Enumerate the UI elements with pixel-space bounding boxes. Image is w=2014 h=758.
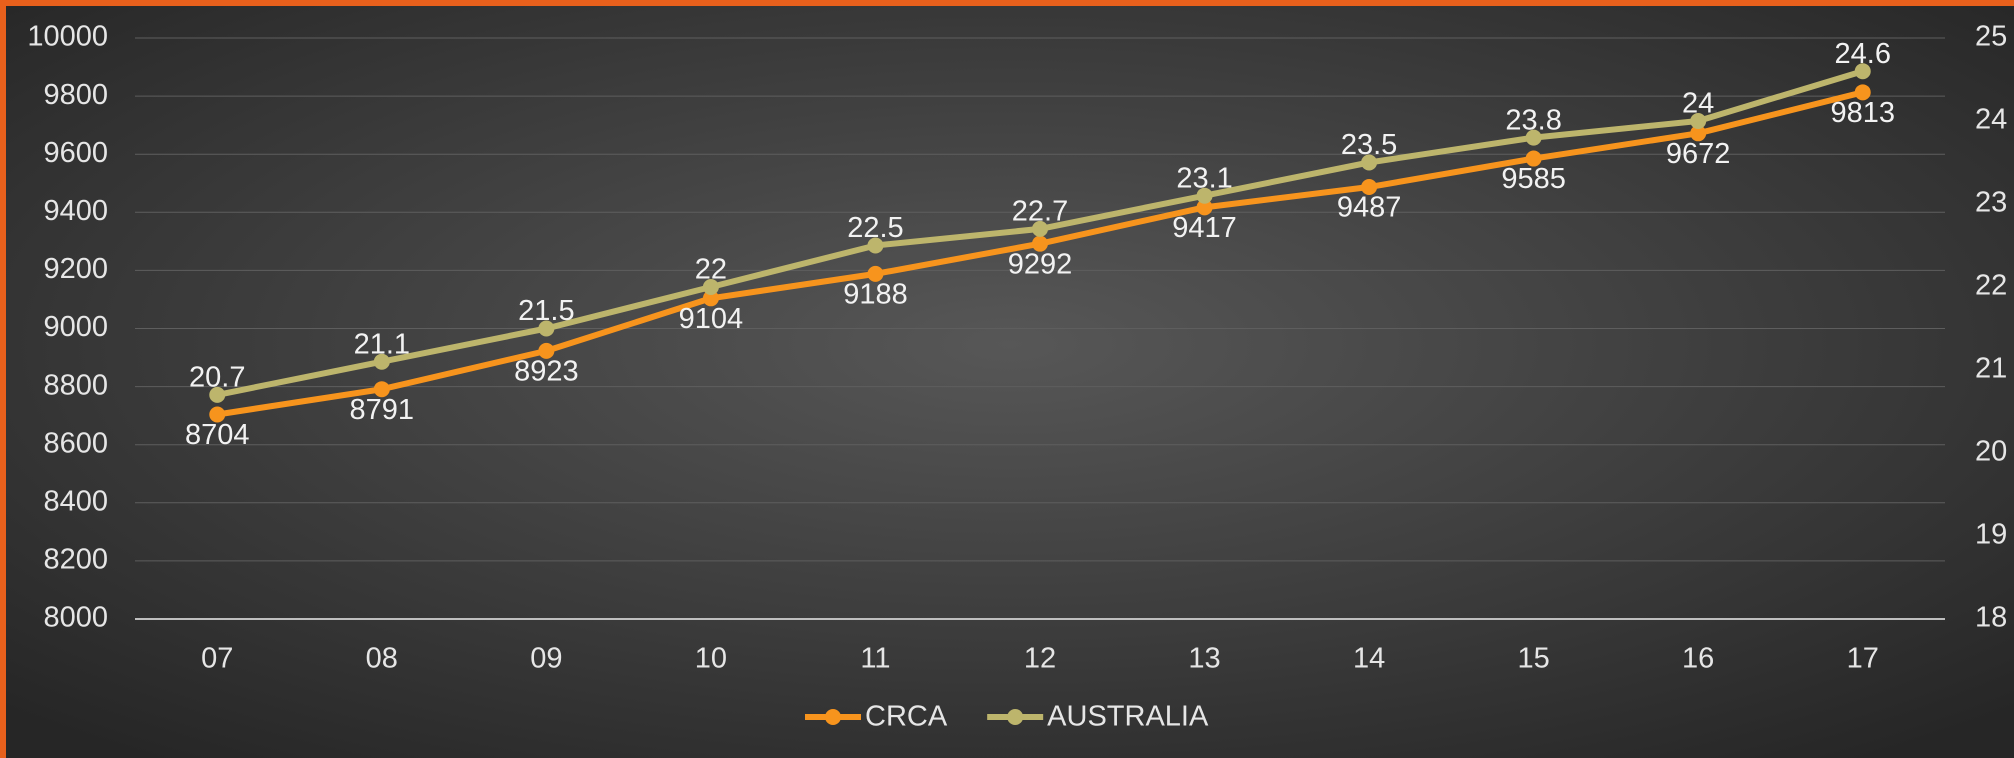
data-label: 24 [1682,88,1714,120]
data-label: 9188 [843,279,908,311]
y2-tick-label: 22 [1975,270,2007,302]
data-label: 9487 [1337,192,1402,224]
x-tick-label: 12 [1024,643,1056,675]
x-tick-label: 09 [530,643,562,675]
marker [702,290,719,307]
marker [373,381,390,398]
y-tick-label: 9200 [43,253,108,285]
y-tick-label: 8200 [43,544,108,576]
marker [1690,113,1707,129]
data-label: 23.5 [1341,129,1397,161]
marker [867,237,884,254]
y-tick-label: 8000 [43,602,108,634]
marker [1032,220,1048,237]
marker [1196,199,1213,216]
data-label: 20.7 [189,362,245,394]
x-tick-label: 17 [1847,643,1879,675]
y2-tick-label: 24 [1975,104,2007,136]
marker [1854,84,1871,101]
marker [1854,63,1871,80]
marker [373,353,390,370]
y-tick-label: 9800 [43,79,108,111]
legend-marker [1007,709,1024,725]
x-tick-label: 08 [366,643,398,675]
marker [702,279,719,295]
data-label: 23.1 [1176,162,1232,194]
marker [1032,235,1048,252]
x-tick-label: 10 [695,643,727,675]
y-tick-label: 8600 [43,427,108,459]
data-label: 22 [695,254,727,286]
marker [1690,125,1707,142]
marker [209,386,226,403]
data-label: 9417 [1172,212,1237,244]
y-tick-label: 8800 [43,369,108,401]
data-label: 9292 [1008,248,1073,280]
x-tick-label: 15 [1518,643,1550,675]
data-label: 9585 [1501,163,1566,195]
data-label: 23.8 [1505,104,1561,136]
marker [1196,187,1213,204]
data-label: 9104 [679,303,744,335]
marker [209,406,226,423]
y2-tick-label: 21 [1975,353,2007,385]
data-label: 22.7 [1012,196,1068,228]
x-tick-label: 14 [1353,643,1385,675]
data-label: 8704 [185,419,250,451]
marker [867,265,884,282]
data-label: 9813 [1830,97,1895,129]
data-label: 24.6 [1835,38,1891,70]
y-tick-label: 10000 [27,21,108,53]
y2-tick-label: 19 [1975,519,2007,551]
data-label: 21.1 [354,328,410,360]
x-tick-label: 13 [1188,643,1220,675]
x-tick-label: 11 [860,643,890,675]
y-tick-label: 9600 [43,137,108,169]
legend-marker [825,709,841,725]
y2-tick-label: 23 [1975,187,2007,219]
legend-label: CRCA [865,701,948,733]
data-label: 8923 [514,356,579,388]
marker [1525,129,1542,146]
y2-tick-label: 25 [1975,21,2007,53]
y-tick-label: 8400 [43,485,108,517]
y-tick-label: 9400 [43,195,108,227]
data-label: 22.5 [847,212,903,244]
data-label: 9672 [1666,138,1731,170]
marker [538,342,555,359]
marker [1525,150,1542,167]
y-tick-label: 9000 [43,311,108,343]
x-tick-label: 16 [1682,643,1714,675]
x-tick-label: 07 [201,643,233,675]
y2-tick-label: 18 [1975,602,2007,634]
marker [1361,154,1378,171]
marker [538,320,555,337]
legend-label: AUSTRALIA [1047,701,1209,733]
data-label: 21.5 [518,295,574,327]
data-label: 8791 [350,394,415,426]
marker [1361,179,1378,196]
y2-tick-label: 20 [1975,436,2007,468]
background [6,6,2014,758]
